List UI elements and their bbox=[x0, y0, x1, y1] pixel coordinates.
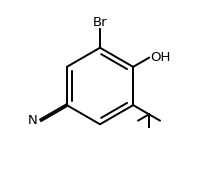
Text: Br: Br bbox=[93, 16, 107, 29]
Text: N: N bbox=[28, 114, 38, 127]
Text: OH: OH bbox=[150, 51, 171, 64]
